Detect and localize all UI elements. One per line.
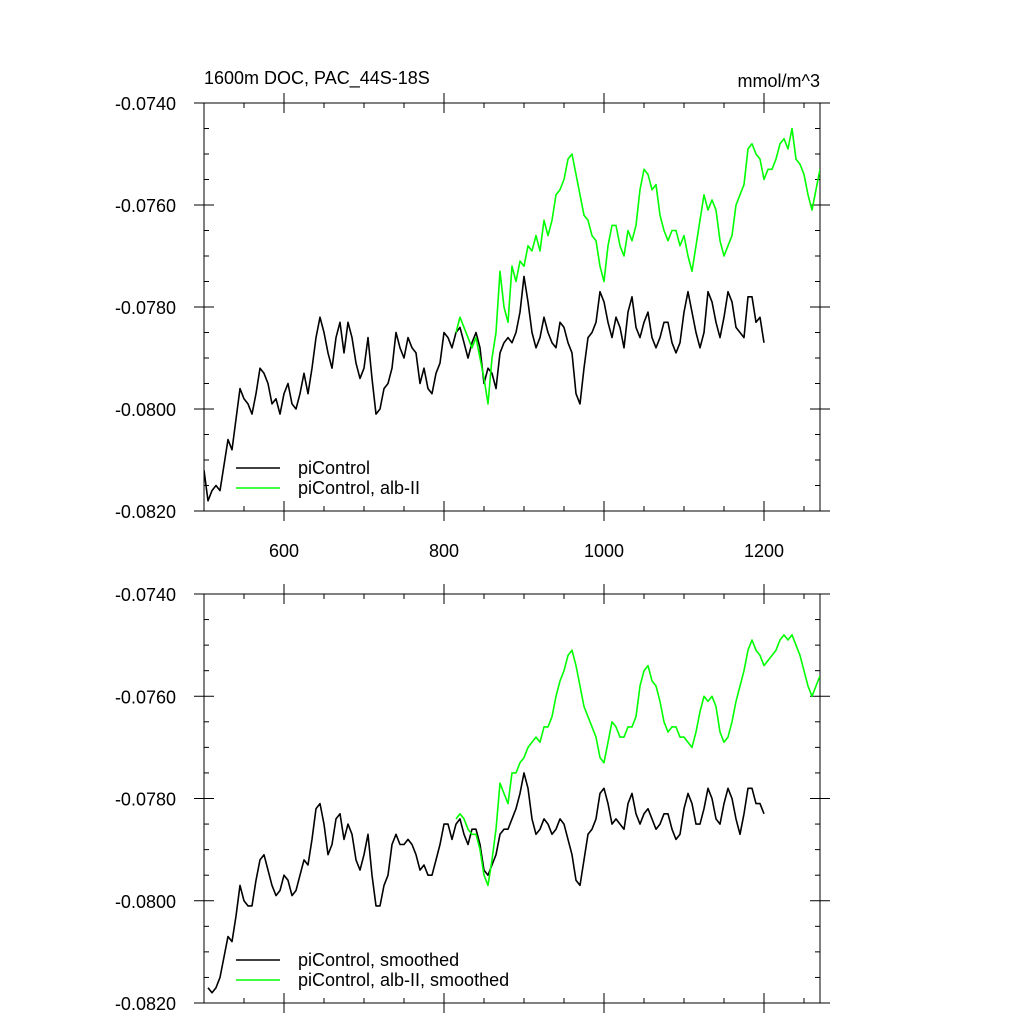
series-line-1	[455, 127, 820, 405]
y-tick-label: -0.0760	[115, 687, 176, 707]
legend-label: piControl, smoothed	[298, 950, 459, 970]
y-tick-label: -0.0780	[115, 790, 176, 810]
plot-frame	[203, 593, 821, 1004]
y-tick-label: -0.0760	[115, 196, 176, 216]
y-tick-label: -0.0800	[115, 400, 176, 420]
y-tick-label: -0.0740	[115, 585, 176, 605]
plot-frame	[203, 102, 821, 512]
y-tick-label: -0.0740	[115, 94, 176, 114]
series-line-0	[204, 275, 765, 502]
legend-label: piControl, alb-II, smoothed	[298, 970, 509, 990]
legend-label: piControl	[298, 458, 370, 478]
x-tick-label: 1200	[744, 541, 784, 561]
units-label: mmol/m^3	[738, 71, 820, 91]
figure-title: 1600m DOC, PAC_44S-18S	[204, 68, 430, 89]
x-tick-label: 600	[269, 541, 299, 561]
series-line-0	[207, 772, 765, 994]
legend-label: piControl, alb-II	[298, 478, 420, 498]
y-tick-label: -0.0820	[115, 502, 176, 522]
y-tick-label: -0.0800	[115, 892, 176, 912]
bottom-panel: -0.0740 -0.0760 -0.0780 -0.0800 -0.0820 piCon…	[115, 584, 830, 1014]
top-panel: 600 800 1000 1200 -0.0740 -0.0760 -0.0780 -0.08…	[115, 93, 830, 561]
x-tick-label: 800	[429, 541, 459, 561]
x-tick-label: 1000	[584, 541, 624, 561]
y-tick-label: -0.0780	[115, 298, 176, 318]
y-tick-label: -0.0820	[115, 994, 176, 1014]
series-line-1	[455, 634, 820, 887]
